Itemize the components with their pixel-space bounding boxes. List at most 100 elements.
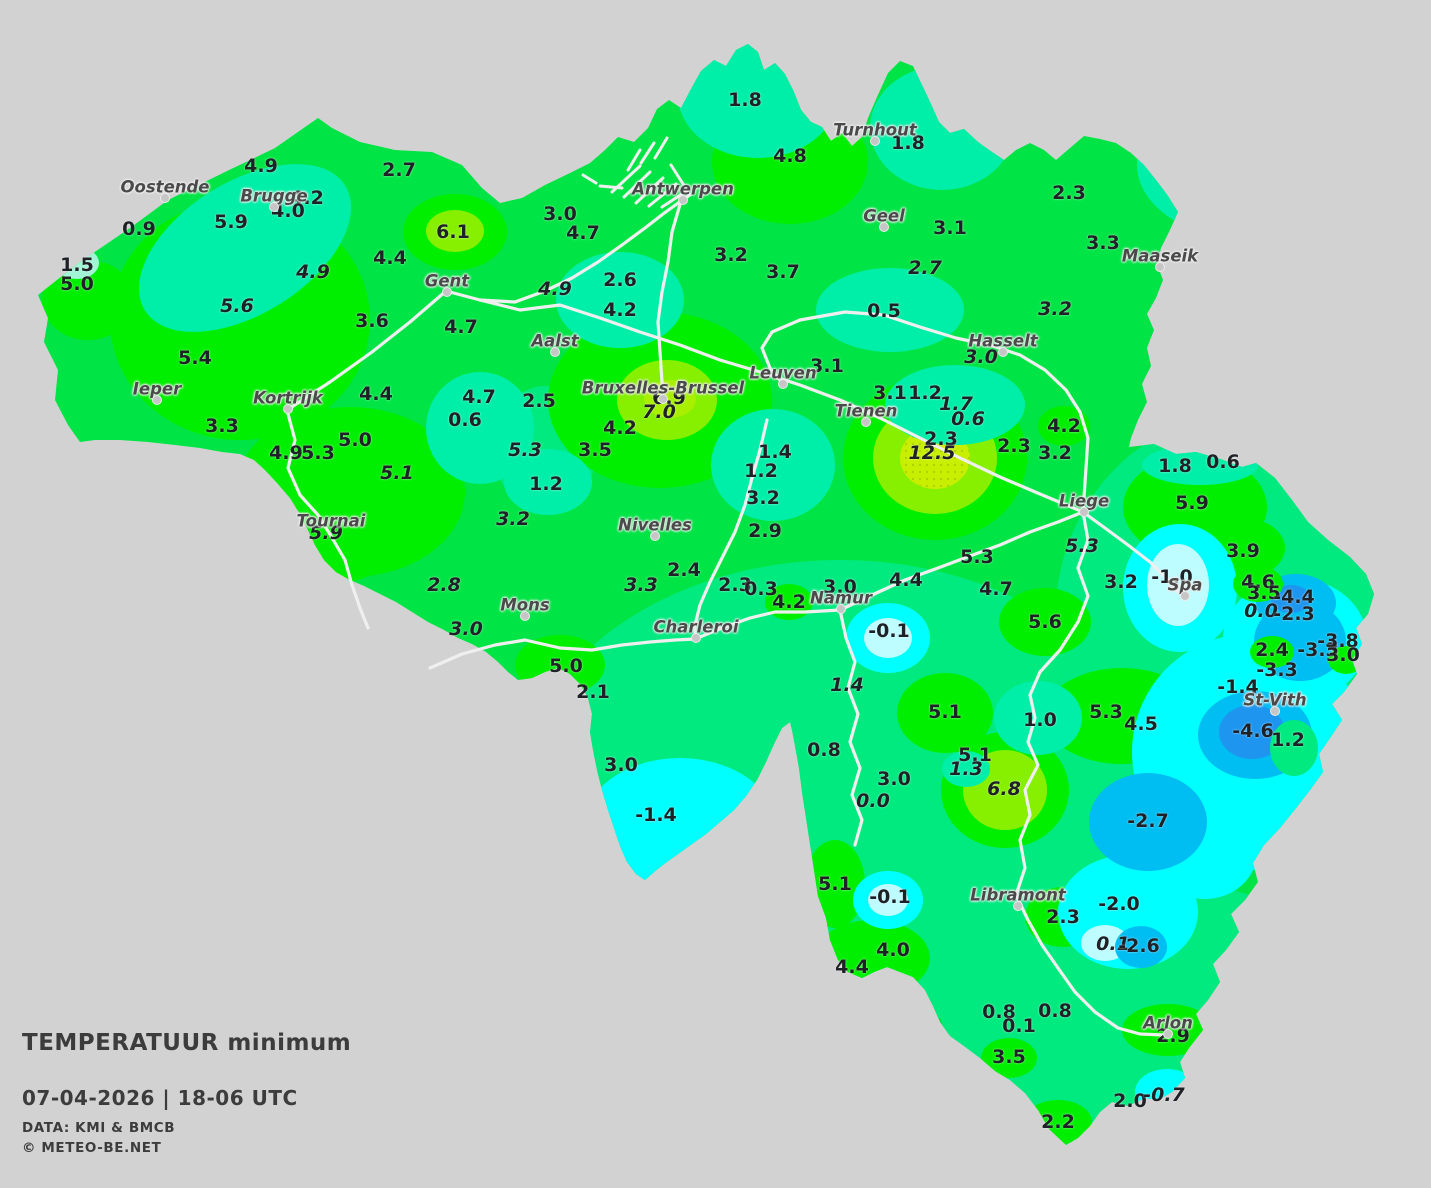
- temp-value: 4.0: [876, 939, 910, 961]
- temp-value: 3.5: [992, 1046, 1026, 1068]
- temp-value: 0.0: [856, 790, 890, 812]
- city-label: Oostende: [120, 177, 210, 197]
- temp-value: 0.1: [1002, 1015, 1036, 1037]
- city-label: Brugge: [240, 186, 308, 206]
- city-dot: [283, 404, 293, 414]
- city-dot: [520, 611, 530, 621]
- temp-value: 2.5: [522, 390, 556, 412]
- city-label: Geel: [863, 206, 905, 226]
- roads-rivers: [285, 199, 1180, 1037]
- city-label: Leuven: [749, 363, 817, 383]
- temp-value: 5.1: [380, 462, 414, 484]
- temp-value: 5.9: [214, 211, 248, 233]
- temp-value: 2.3: [1052, 182, 1086, 204]
- city-dot: [442, 287, 452, 297]
- temp-value: -1.0: [1151, 566, 1193, 588]
- temp-value: 2.6: [603, 269, 637, 291]
- temp-value: 0.8: [982, 1001, 1016, 1023]
- temp-value: -0.1: [869, 886, 911, 908]
- city-dot: [1163, 1029, 1173, 1039]
- temp-value: 0.6: [951, 408, 985, 430]
- temp-value: 3.0: [964, 346, 998, 368]
- temp-value: 3.1: [933, 217, 967, 239]
- city-label: Antwerpen: [632, 179, 734, 199]
- city-dot: [658, 394, 668, 404]
- temp-value: 5.0: [60, 273, 94, 295]
- temp-value: -4.4: [1273, 586, 1315, 608]
- temp-value: 2.0: [1113, 1090, 1147, 1112]
- temp-value: 3.0: [449, 618, 483, 640]
- temp-value: 6.1: [436, 221, 470, 243]
- temp-value: 1.7: [939, 393, 973, 415]
- temp-value: 2.4: [1255, 639, 1289, 661]
- city-label: Spa: [1167, 575, 1203, 595]
- temp-value: 5.1: [818, 873, 852, 895]
- temp-value: 3.2: [714, 244, 748, 266]
- temp-value: 4.2: [603, 299, 637, 321]
- temp-value: 3.5: [1247, 582, 1281, 604]
- temp-value: 4.5: [1124, 713, 1158, 735]
- temp-value: 5.3: [1065, 535, 1099, 557]
- temp-value: 5.3: [301, 442, 335, 464]
- city-dot: [550, 347, 560, 357]
- temp-value: -1.4: [635, 804, 677, 826]
- temp-value: 2.3: [718, 574, 752, 596]
- temp-value: 3.2: [1038, 442, 1072, 464]
- temp-value: 3.1: [810, 355, 844, 377]
- temp-value: 4.8: [773, 145, 807, 167]
- city-label: Kortrijk: [253, 388, 323, 408]
- temp-value: 4.4: [889, 569, 923, 591]
- temp-value: 4.4: [835, 956, 869, 978]
- port-lines: [581, 136, 693, 209]
- temp-value: 0.8: [1038, 1000, 1072, 1022]
- temp-value: 2.2: [1041, 1111, 1075, 1133]
- temp-value: 2.4: [667, 559, 701, 581]
- temp-value: 2.7: [908, 257, 942, 279]
- temp-value: 5.3: [508, 439, 542, 461]
- city-dot: [1079, 507, 1089, 517]
- temp-value: 5.9: [309, 522, 343, 544]
- city-label: Bruxelles-Brussel: [581, 378, 745, 398]
- temp-value: 4.7: [444, 316, 478, 338]
- city-label: Gent: [424, 271, 470, 291]
- temp-value: 1.2: [1271, 729, 1305, 751]
- city-label: Aalst: [531, 331, 579, 351]
- city-dot: [778, 379, 788, 389]
- temp-value: 4.9: [538, 278, 572, 300]
- temp-value: 1.2: [529, 473, 563, 495]
- temp-value: 5.9: [1175, 492, 1209, 514]
- temp-value: -3.8: [1317, 630, 1359, 652]
- temp-value: 0.6: [1206, 451, 1240, 473]
- city-label: St-Vith: [1243, 690, 1307, 710]
- temp-value: -2.7: [1127, 810, 1169, 832]
- temp-value: 1.8: [1158, 455, 1192, 477]
- temp-value: 4.4: [373, 247, 407, 269]
- temp-value: 5.6: [220, 295, 254, 317]
- city-label: Tienen: [834, 401, 898, 421]
- map-title: TEMPERATUUR minimum: [22, 1030, 352, 1056]
- temp-value: 4.7: [462, 386, 496, 408]
- temp-value: -2.0: [1098, 893, 1140, 915]
- temp-value: 0.3: [744, 578, 778, 600]
- temp-value: -1.4: [1217, 676, 1259, 698]
- temp-value: 5.0: [338, 429, 372, 451]
- city-dot: [836, 604, 846, 614]
- temp-value: 3.0: [604, 754, 638, 776]
- temp-value: 4.2: [1047, 415, 1081, 437]
- temp-value: -0.1: [868, 620, 910, 642]
- temp-value: 1.4: [758, 441, 792, 463]
- temp-value: 4.9: [244, 155, 278, 177]
- temp-value: 5.4: [178, 347, 212, 369]
- city-dot: [160, 193, 170, 203]
- temp-value: 4.7: [979, 578, 1013, 600]
- city-label: Mons: [500, 595, 550, 615]
- temp-value: 4.2: [290, 187, 324, 209]
- temp-value: -0.7: [1143, 1084, 1185, 1106]
- temp-value: 2.3: [1046, 906, 1080, 928]
- map-credits: TEMPERATUUR minimum 07-04-2026 | 18-06 U…: [22, 1030, 351, 1156]
- city-dot: [1013, 901, 1023, 911]
- city-dot: [678, 195, 688, 205]
- temp-value: 2.8: [427, 574, 461, 596]
- city-dot: [1180, 591, 1190, 601]
